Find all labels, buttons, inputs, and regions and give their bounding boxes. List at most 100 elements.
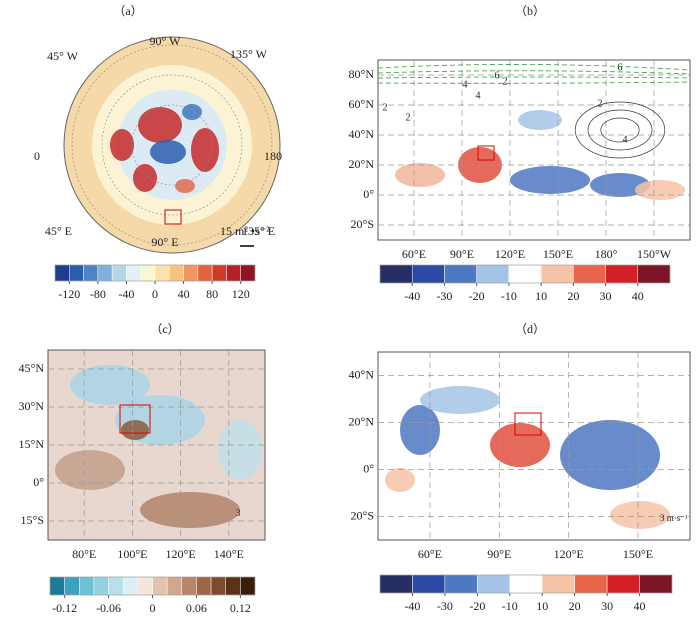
y-tick-label: 20°S <box>351 217 374 231</box>
colorbar-box <box>197 264 213 282</box>
contour-label: 4 <box>623 134 628 145</box>
colorbar-box <box>181 576 197 596</box>
colorbar-tick-label: 10 <box>536 599 548 613</box>
x-tick-label: 150°W <box>637 247 672 261</box>
colorbar-tick-label: -30 <box>437 599 453 613</box>
grid-line <box>131 104 213 186</box>
contour-label: 2 <box>598 98 603 109</box>
x-tick-label: 80°E <box>72 547 96 561</box>
y-tick-label: 0° <box>363 187 374 201</box>
colorbar-box <box>79 576 95 596</box>
shading <box>490 423 550 467</box>
panel-label: （a） <box>113 4 142 18</box>
colorbar-box <box>226 264 241 282</box>
map-label: 45° E <box>45 224 72 238</box>
colorbar-box <box>140 264 156 282</box>
x-tick-label: 140°E <box>214 547 244 561</box>
colorbar-box <box>637 264 671 284</box>
y-tick-label: 0° <box>33 475 44 489</box>
shading <box>560 420 660 490</box>
colorbar-tick-label: 40 <box>634 599 646 613</box>
x-tick-label: 120°E <box>495 247 525 261</box>
y-tick-label: 20°N <box>349 414 375 428</box>
colorbar-frame <box>379 574 673 594</box>
contour <box>377 81 691 84</box>
panel-label: （b） <box>515 4 545 18</box>
colorbar-tick-label: -10 <box>501 289 517 303</box>
y-tick-label: 15°S <box>21 513 44 527</box>
colorbar-box <box>64 576 80 596</box>
x-tick-label: 120°E <box>554 547 584 561</box>
x-tick-label: 60°E <box>418 547 442 561</box>
colorbar-tick-label: 10 <box>535 289 547 303</box>
contour-label: 4 <box>476 90 481 101</box>
colorbar-tick-label: -80 <box>90 287 106 301</box>
vector-scale: 15 m² •s⁻² <box>220 224 270 238</box>
colorbar-box <box>509 574 543 594</box>
panel-label: （d） <box>515 322 545 336</box>
grid-line <box>71 44 273 246</box>
x-tick-label: 150°E <box>623 547 653 561</box>
y-tick-label: 20°S <box>351 508 374 522</box>
colorbar-tick-label: -40 <box>404 599 420 613</box>
colorbar-tick-label: 0.06 <box>186 601 207 615</box>
colorbar-box <box>412 574 446 594</box>
shading <box>182 104 202 120</box>
colorbar-box <box>49 576 65 596</box>
contour <box>377 70 691 75</box>
map-label: 0 <box>34 149 40 163</box>
contour-label: 6 <box>495 70 500 81</box>
contour <box>377 64 691 71</box>
colorbar-box <box>411 264 445 284</box>
colorbar-tick-label: 30 <box>601 599 613 613</box>
region-box <box>477 145 495 161</box>
colorbar-tick-label: -20 <box>469 599 485 613</box>
map-label: 135° W <box>230 47 268 61</box>
vector-scale: 3 m·s⁻¹ <box>660 513 688 523</box>
colorbar-box <box>166 576 183 596</box>
shading <box>70 365 150 405</box>
colorbar-box <box>83 264 99 282</box>
shading <box>400 405 440 455</box>
colorbar-box <box>111 264 127 282</box>
colorbar-tick-label: 20 <box>567 289 579 303</box>
colorbar-box <box>154 264 170 282</box>
colorbar-box <box>606 574 640 594</box>
colorbar-box <box>476 264 510 284</box>
y-tick-label: 80°N <box>349 67 375 81</box>
x-tick-label: 100°E <box>117 547 147 561</box>
colorbar-tick-label: 0 <box>152 287 158 301</box>
colorbar-tick-label: -40 <box>404 289 420 303</box>
colorbar-box <box>225 576 241 596</box>
colorbar-box <box>183 264 199 282</box>
y-tick-label: 30°N <box>19 399 45 413</box>
shading <box>420 386 500 414</box>
colorbar-box <box>211 264 227 282</box>
colorbar-tick-label: -30 <box>436 289 452 303</box>
colorbar-box <box>97 264 113 282</box>
map-label: 180 <box>264 149 282 163</box>
contour-label: 2 <box>383 102 388 113</box>
colorbar-box <box>240 576 256 596</box>
contour-label: 2 <box>503 76 508 87</box>
y-tick-label: 20°N <box>349 157 375 171</box>
colorbar-tick-label: 0.12 <box>230 601 251 615</box>
colorbar-box <box>122 576 139 596</box>
colorbar-box <box>574 574 608 594</box>
map-frame <box>377 59 691 241</box>
shading <box>55 450 125 490</box>
colorbar-box <box>573 264 606 284</box>
colorbar-tick-label: 0 <box>150 601 156 615</box>
colorbar-box <box>540 264 574 284</box>
map-label: 90° E <box>151 235 178 249</box>
shading <box>590 173 650 197</box>
y-tick-label: 40°N <box>349 367 375 381</box>
y-tick-label: 45°N <box>19 361 45 375</box>
colorbar-box <box>152 576 168 596</box>
contour <box>574 101 666 159</box>
region-box <box>164 209 182 225</box>
shading <box>385 468 415 492</box>
map-label: 90° W <box>150 34 182 48</box>
